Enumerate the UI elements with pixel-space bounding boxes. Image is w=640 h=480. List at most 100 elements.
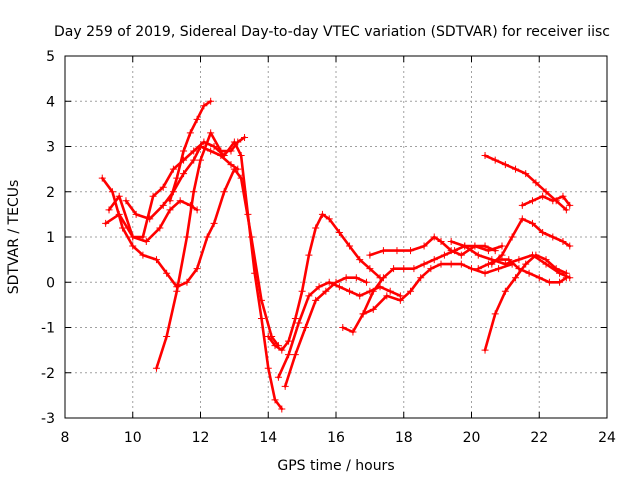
data-point <box>325 215 333 223</box>
data-point <box>108 188 116 196</box>
data-point <box>498 242 506 250</box>
data-point <box>542 188 550 196</box>
x-tick-label: 16 <box>327 430 345 446</box>
data-point <box>190 188 198 196</box>
data-point <box>515 265 523 273</box>
data-point <box>346 287 354 295</box>
data-point <box>210 219 218 227</box>
data-point <box>207 147 215 155</box>
data-point <box>515 256 523 264</box>
data-point <box>325 278 333 286</box>
data-point <box>535 274 543 282</box>
data-point <box>322 287 330 295</box>
data-point <box>291 314 299 322</box>
x-tick-label: 10 <box>124 430 142 446</box>
data-point <box>566 242 574 250</box>
data-point <box>420 242 428 250</box>
data-point <box>190 147 198 155</box>
data-point <box>495 265 503 273</box>
data-point <box>522 170 530 178</box>
data-point <box>115 192 123 200</box>
data-point <box>227 161 235 169</box>
y-tick-label: -2 <box>41 366 55 382</box>
data-point <box>180 170 188 178</box>
data-point <box>430 233 438 241</box>
data-point <box>302 324 310 331</box>
data-point <box>468 265 475 273</box>
data-point <box>193 265 201 273</box>
data-point <box>210 143 218 150</box>
data-point <box>217 152 225 160</box>
data-point <box>417 274 425 282</box>
data-point <box>484 260 492 268</box>
data-point <box>556 278 564 286</box>
data-point <box>169 165 177 173</box>
data-point <box>356 292 364 300</box>
data-point <box>281 382 289 390</box>
data-point <box>539 228 547 236</box>
data-point <box>349 328 357 336</box>
x-tick-label: 18 <box>395 430 413 446</box>
data-point <box>200 102 208 110</box>
data-traces <box>98 97 574 413</box>
data-point <box>396 296 404 304</box>
data-point <box>501 161 509 169</box>
data-point <box>102 219 110 227</box>
data-point <box>163 333 171 341</box>
data-point <box>532 251 540 259</box>
y-tick-label: -3 <box>41 411 55 427</box>
data-point <box>234 165 242 173</box>
data-point <box>257 296 265 304</box>
data-point <box>186 129 194 137</box>
data-point <box>539 192 547 200</box>
data-point <box>176 197 184 205</box>
data-point <box>369 287 377 295</box>
data-point <box>525 269 533 277</box>
series-sat-f <box>122 143 242 223</box>
data-point <box>393 247 401 255</box>
data-point <box>383 292 391 300</box>
data-point <box>183 233 191 241</box>
data-point <box>207 129 215 137</box>
data-point <box>379 247 387 255</box>
data-point <box>183 278 191 286</box>
data-point <box>562 206 570 214</box>
data-point <box>559 192 567 200</box>
data-point <box>264 364 272 372</box>
data-point <box>312 296 320 304</box>
data-point <box>430 256 438 264</box>
series-line <box>476 258 568 284</box>
data-point <box>495 256 503 264</box>
data-point <box>522 260 530 268</box>
data-point <box>193 206 201 214</box>
series-sat-k <box>359 260 516 318</box>
data-point <box>437 260 445 268</box>
x-tick-label: 12 <box>192 430 210 446</box>
data-point <box>362 278 370 286</box>
data-point <box>461 242 469 250</box>
data-point <box>437 238 445 246</box>
data-point <box>312 224 320 232</box>
data-point <box>369 305 377 313</box>
data-point <box>528 197 536 205</box>
data-point <box>386 287 394 295</box>
data-point <box>197 143 204 150</box>
data-point <box>129 242 137 250</box>
data-point <box>335 228 343 236</box>
data-point <box>139 251 147 259</box>
data-point <box>318 210 326 218</box>
data-point <box>339 324 347 331</box>
data-point <box>305 292 313 300</box>
data-point <box>129 233 137 241</box>
series-sat-q <box>518 192 574 209</box>
data-point <box>193 115 201 123</box>
y-tick-label: 2 <box>46 185 55 201</box>
data-point <box>98 174 106 182</box>
data-point <box>142 238 150 246</box>
series-line <box>124 145 240 221</box>
series-sat-h <box>274 278 404 381</box>
data-point <box>512 274 520 282</box>
data-point <box>471 242 479 250</box>
chart-title: Day 259 of 2019, Sidereal Day-to-day VTE… <box>54 24 610 40</box>
data-point <box>122 197 130 205</box>
